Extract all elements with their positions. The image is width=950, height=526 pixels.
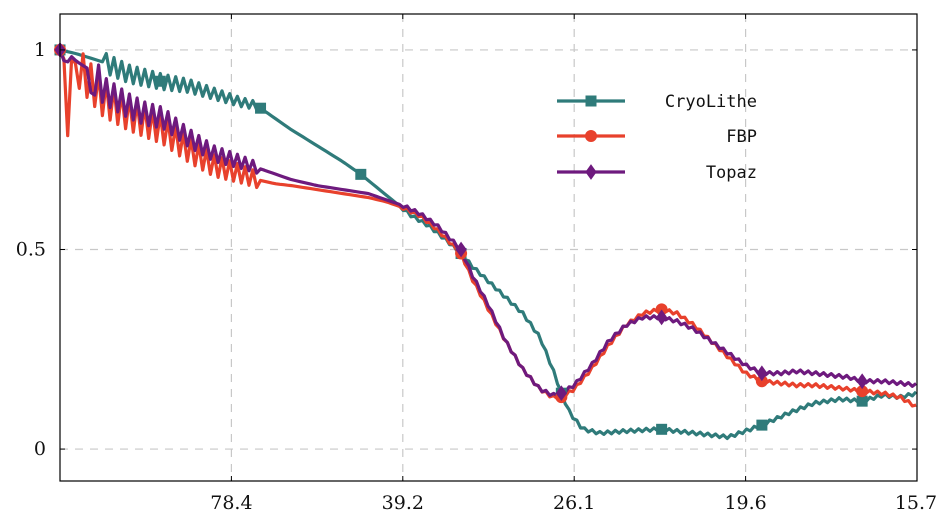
data-point-cryolithe	[856, 395, 868, 407]
data-point-cryolithe	[154, 75, 166, 87]
data-point-cryolithe	[355, 168, 367, 180]
legend-label-fbp: FBP	[726, 127, 757, 147]
legend-marker-cryolithe	[585, 95, 597, 107]
x-tick-label: 26.1	[553, 492, 595, 514]
legend-label-cryolithe: CryoLithe	[665, 92, 757, 112]
series-line-topaz	[58, 49, 918, 398]
data-point-topaz	[455, 241, 467, 258]
axis-ticks: 78.4 39.2 26.1 19.6 15.7 0 0.5 1	[16, 14, 937, 514]
y-tick-label: 0	[34, 438, 46, 460]
y-tick-label: 0.5	[16, 238, 46, 260]
series-group	[58, 48, 918, 441]
data-point-cryolithe	[656, 423, 668, 435]
legend-marker-fbp	[585, 130, 597, 142]
legend-label-topaz: Topaz	[706, 163, 757, 183]
grid-lines	[60, 14, 917, 481]
data-point-topaz	[655, 309, 668, 326]
legend: CryoLithe FBP Topaz	[557, 92, 757, 183]
x-tick-label: 19.6	[724, 492, 766, 514]
x-tick-label: 39.2	[382, 492, 424, 514]
legend-marker-topaz	[585, 164, 597, 180]
data-point-topaz	[856, 373, 868, 390]
series-line-fbp	[58, 49, 917, 408]
data-point-topaz	[555, 385, 567, 402]
plot-frame	[59, 13, 918, 482]
data-point-cryolithe	[756, 419, 768, 431]
series-line-cryolithe	[59, 48, 918, 441]
data-point-cryolithe	[255, 102, 267, 114]
x-tick-label: 78.4	[210, 492, 252, 514]
x-tick-label: 15.7	[895, 492, 937, 514]
y-tick-label: 1	[34, 39, 46, 61]
data-point-topaz	[756, 365, 768, 382]
